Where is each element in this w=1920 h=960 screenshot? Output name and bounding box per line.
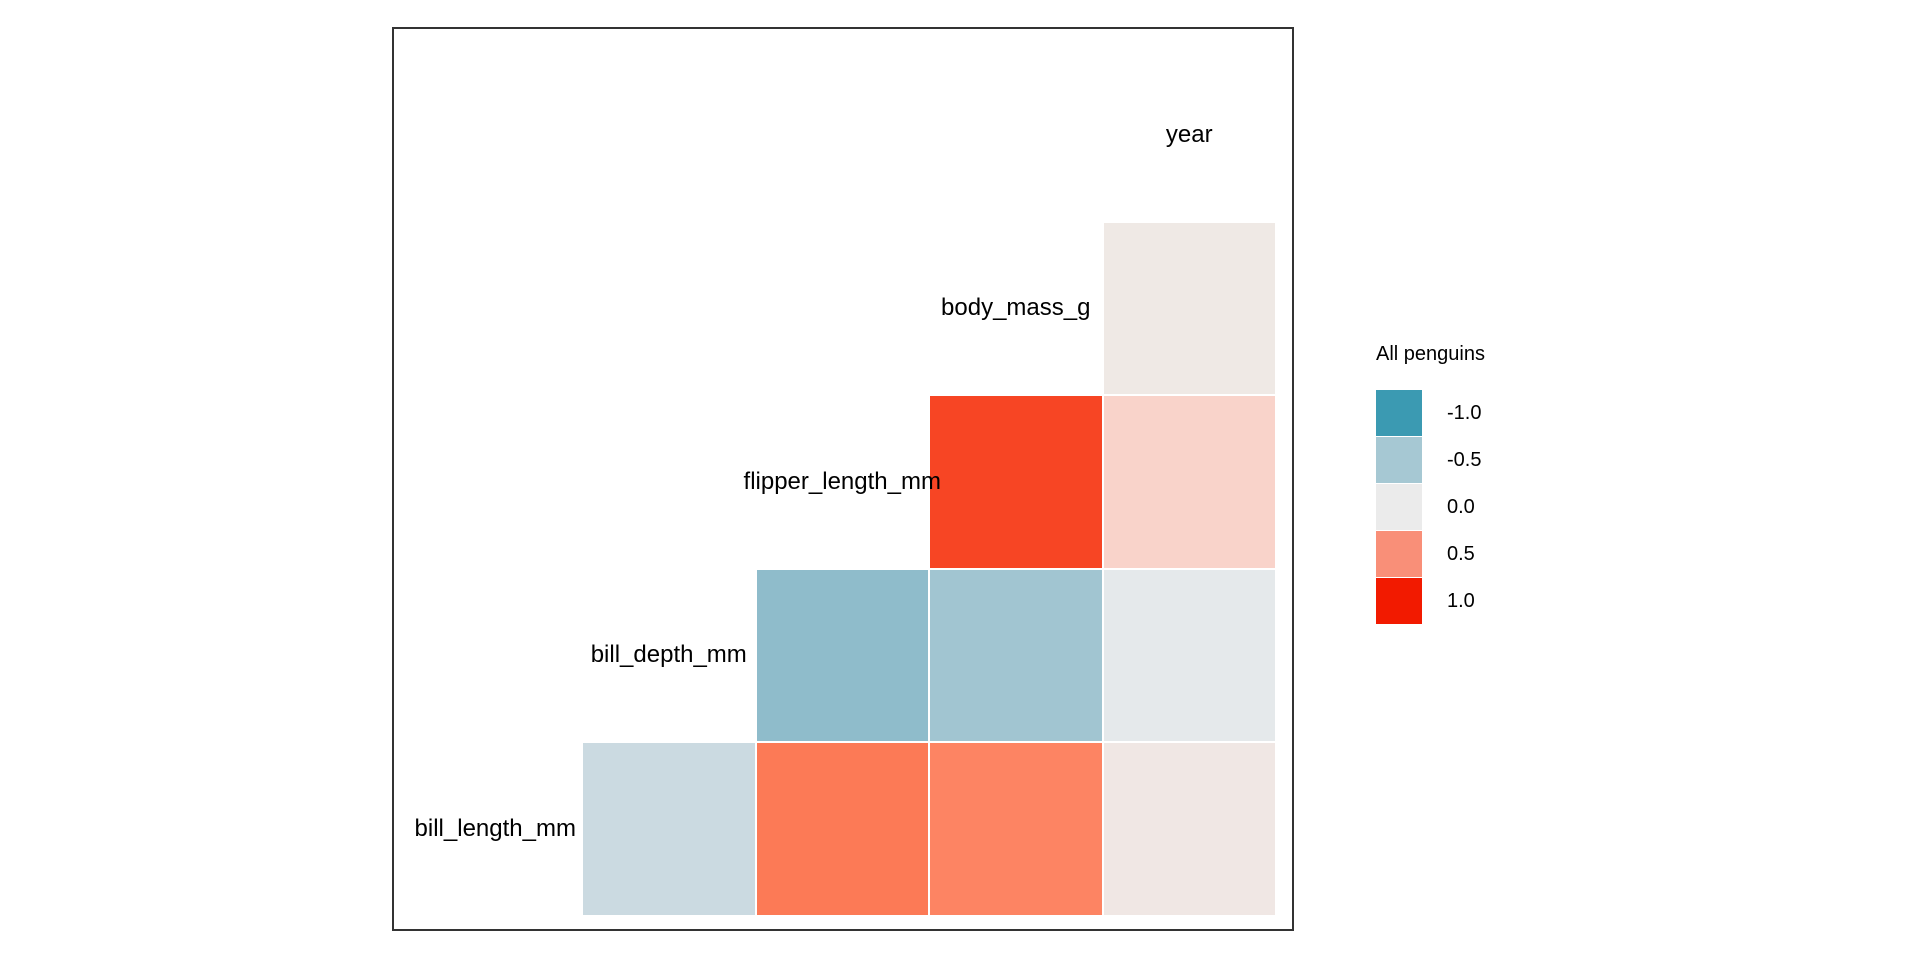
heatmap-cell-flipper_length_mm-body_mass_g [929,395,1103,569]
legend-item: 0.5 [1376,531,1485,577]
legend-label: 1.0 [1447,589,1475,612]
legend-swatch [1376,484,1422,530]
heatmap-cell-flipper_length_mm-year [1102,395,1276,569]
legend-item: 1.0 [1376,578,1485,624]
variable-label-body_mass_g: body_mass_g [941,294,1091,322]
heatmap-cell-bill_depth_mm-year [1102,568,1276,742]
legend-item: -1.0 [1376,390,1485,436]
legend-label: -1.0 [1447,401,1482,424]
legend-items: -1.0 -0.5 0.0 0.5 1.0 [1376,390,1485,624]
legend-swatch [1376,578,1422,624]
heatmap-cell-bill_depth_mm-flipper_length_mm [755,568,929,742]
legend-label: -0.5 [1447,448,1482,471]
heatmap-cell-bill_depth_mm-body_mass_g [929,568,1103,742]
legend-label: 0.5 [1447,542,1475,565]
legend: All penguins -1.0 -0.5 0.0 0.5 1.0 [1376,343,1485,625]
variable-label-bill_length_mm: bill_length_mm [414,814,576,842]
legend-title: All penguins [1376,343,1485,365]
heatmap-cell-bill_length_mm-bill_depth_mm [582,742,756,916]
legend-item: -0.5 [1376,437,1485,483]
legend-swatch [1376,531,1422,577]
legend-swatch [1376,437,1422,483]
variable-label-year: year [1165,120,1213,148]
variable-label-bill_depth_mm: bill_depth_mm [590,641,747,669]
legend-swatch [1376,390,1422,436]
heatmap-cell-bill_length_mm-flipper_length_mm [755,742,929,916]
variable-label-flipper_length_mm: flipper_length_mm [743,467,941,495]
heatmap-cell-bill_length_mm-body_mass_g [929,742,1103,916]
heatmap-cell-body_mass_g-year [1102,221,1276,395]
legend-label: 0.0 [1447,495,1475,518]
heatmap-cell-bill_length_mm-year [1102,742,1276,916]
legend-item: 0.0 [1376,484,1485,530]
